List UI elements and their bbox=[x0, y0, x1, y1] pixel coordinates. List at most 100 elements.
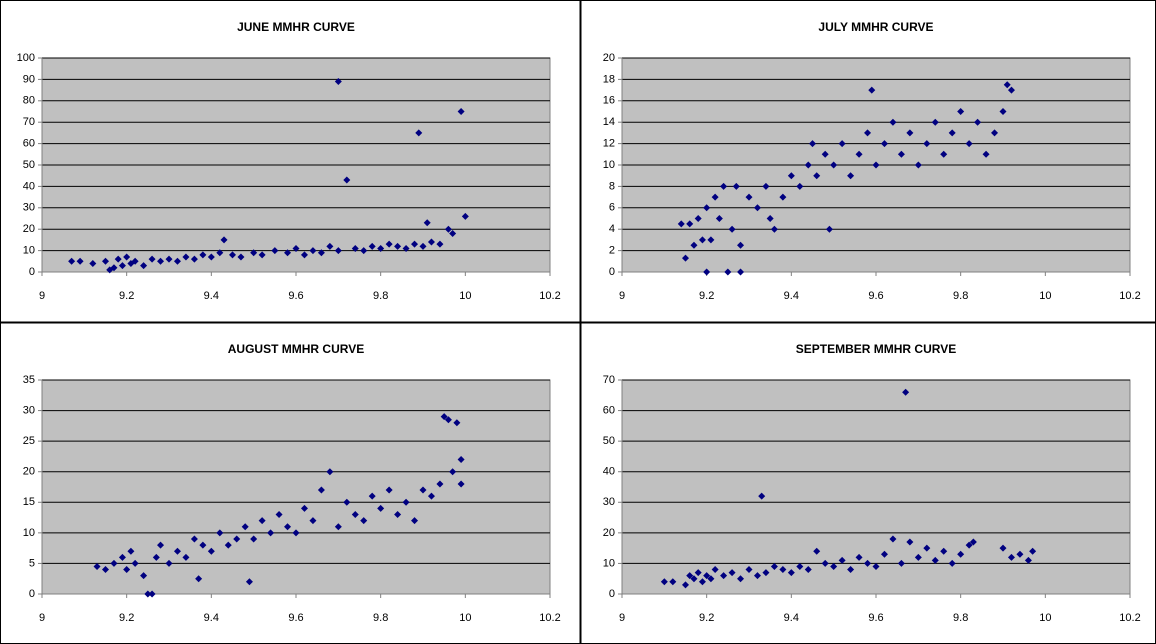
y-tick-label: 10 bbox=[603, 557, 615, 569]
data-point bbox=[457, 480, 465, 488]
y-tick-label: 10 bbox=[603, 159, 615, 171]
y-tick-label: 30 bbox=[603, 496, 615, 508]
data-point bbox=[444, 225, 452, 233]
y-tick-label: 40 bbox=[603, 466, 615, 478]
data-point bbox=[334, 247, 342, 255]
data-point bbox=[423, 219, 431, 227]
chart-panel: JUNE MMHR CURVE 0 10 20 30 40 50 60 70 80 90 100 9 9.… bbox=[17, 20, 561, 302]
data-point bbox=[868, 86, 876, 94]
data-point bbox=[762, 569, 770, 577]
data-point bbox=[402, 498, 410, 506]
data-point bbox=[118, 262, 126, 270]
data-point bbox=[317, 249, 325, 257]
data-point bbox=[711, 193, 719, 201]
y-tick-label: 15 bbox=[23, 496, 35, 508]
data-point bbox=[703, 268, 711, 276]
data-point bbox=[707, 236, 715, 244]
data-point bbox=[157, 257, 165, 265]
data-point bbox=[897, 150, 905, 158]
data-point bbox=[847, 566, 855, 574]
x-tick-label: 9.2 bbox=[119, 290, 134, 302]
data-point bbox=[229, 251, 236, 259]
data-point bbox=[991, 129, 999, 137]
data-point bbox=[1007, 553, 1015, 561]
data-point bbox=[343, 498, 351, 506]
data-point bbox=[127, 547, 135, 555]
data-point bbox=[123, 253, 131, 261]
data-point bbox=[144, 590, 152, 598]
data-point bbox=[999, 544, 1007, 552]
data-point bbox=[720, 572, 728, 580]
x-tick-label: 10 bbox=[459, 290, 471, 302]
data-point bbox=[703, 572, 711, 580]
data-point bbox=[394, 511, 402, 519]
data-point bbox=[872, 161, 880, 169]
data-point bbox=[241, 523, 249, 531]
data-point bbox=[351, 244, 359, 252]
x-tick-label: 9.2 bbox=[119, 612, 134, 624]
data-point bbox=[753, 572, 761, 580]
data-point bbox=[1016, 550, 1024, 558]
data-point bbox=[940, 150, 948, 158]
y-tick-label: 50 bbox=[603, 435, 615, 447]
data-point bbox=[411, 517, 419, 525]
data-point bbox=[334, 78, 342, 86]
data-point bbox=[449, 229, 457, 237]
data-point bbox=[140, 262, 148, 270]
data-point bbox=[914, 161, 922, 169]
y-tick-label: 50 bbox=[23, 159, 35, 171]
data-point bbox=[258, 517, 266, 525]
data-point bbox=[102, 257, 109, 265]
data-point bbox=[411, 240, 419, 248]
data-point bbox=[415, 129, 423, 137]
y-tick-label: 4 bbox=[609, 223, 615, 235]
y-tick-label: 10 bbox=[23, 527, 35, 539]
data-point bbox=[157, 541, 165, 549]
data-point bbox=[847, 172, 855, 180]
data-point bbox=[796, 562, 804, 570]
data-point bbox=[351, 511, 359, 519]
data-point bbox=[334, 523, 342, 531]
plot-area bbox=[621, 379, 1131, 595]
data-point bbox=[711, 566, 719, 574]
x-tick-label: 9.6 bbox=[868, 290, 883, 302]
data-point bbox=[923, 544, 931, 552]
data-point bbox=[686, 220, 694, 228]
data-point bbox=[267, 529, 275, 537]
data-point bbox=[694, 569, 702, 577]
data-point bbox=[385, 240, 393, 248]
data-point bbox=[292, 244, 300, 252]
data-point bbox=[76, 257, 84, 265]
data-point bbox=[385, 486, 393, 494]
data-point bbox=[250, 535, 258, 543]
data-point bbox=[457, 108, 465, 115]
data-point bbox=[195, 575, 203, 583]
x-tick-label: 9.4 bbox=[784, 612, 799, 624]
data-point bbox=[182, 253, 190, 261]
data-point bbox=[779, 566, 787, 574]
data-point bbox=[838, 556, 846, 564]
data-point bbox=[152, 553, 160, 561]
data-point bbox=[114, 255, 122, 263]
y-tick-label: 0 bbox=[609, 266, 615, 278]
chart-panel: SEPTEMBER MMHR CURVE 0 10 20 30 40 50 60 70 9 9.2 9… bbox=[603, 342, 1141, 624]
y-tick-label: 0 bbox=[609, 588, 615, 600]
data-point bbox=[737, 268, 745, 276]
data-point bbox=[377, 504, 385, 512]
data-point bbox=[436, 240, 444, 248]
chart-title: AUGUST MMHR CURVE bbox=[228, 342, 364, 356]
x-tick-label: 10 bbox=[1039, 612, 1051, 624]
chart-panel: AUGUST MMHR CURVE 0 5 10 15 20 25 30 35 9 9.2 9.4 9.… bbox=[23, 342, 561, 624]
data-point bbox=[190, 535, 198, 543]
data-point bbox=[89, 259, 97, 267]
data-point bbox=[906, 538, 914, 546]
data-point bbox=[165, 559, 173, 567]
data-point bbox=[326, 468, 334, 476]
data-point bbox=[787, 172, 795, 180]
data-point bbox=[148, 590, 156, 598]
data-point bbox=[444, 416, 452, 424]
data-point bbox=[284, 249, 292, 257]
data-point bbox=[237, 253, 245, 261]
data-point bbox=[309, 247, 317, 255]
y-tick-label: 20 bbox=[603, 527, 615, 539]
